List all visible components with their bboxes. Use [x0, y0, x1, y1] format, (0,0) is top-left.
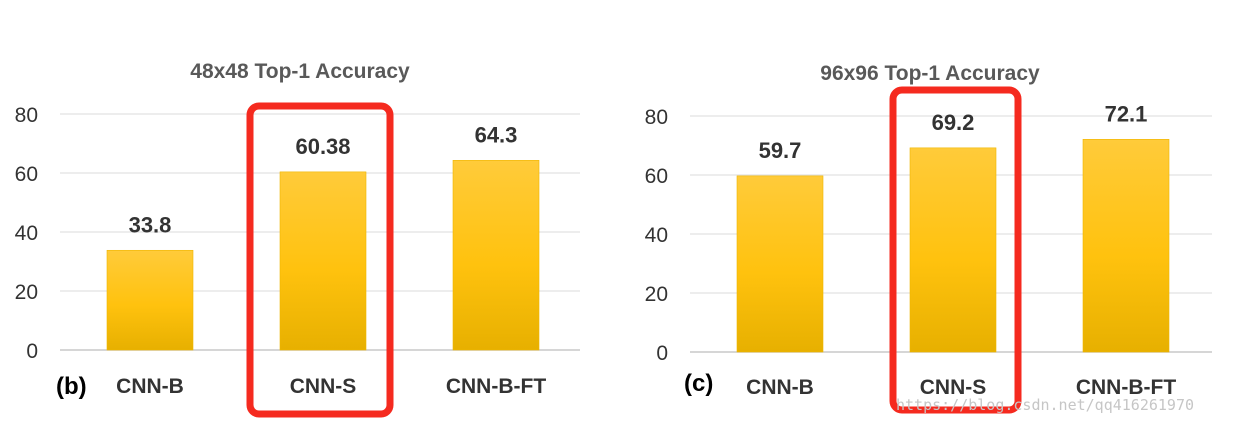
- data-label: 64.3: [475, 122, 518, 147]
- highlight-box: [246, 102, 394, 418]
- watermark-text: https://blog.csdn.net/qq416261970: [896, 396, 1195, 414]
- y-tick-label: 40: [645, 224, 668, 247]
- x-tick-label: CNN-B: [746, 376, 814, 399]
- x-tick-label: CNN-B-FT: [446, 375, 546, 398]
- highlight-box: [889, 86, 1022, 414]
- chart-title: 48x48 Top-1 Accuracy: [190, 60, 410, 83]
- data-label: 59.7: [759, 138, 802, 163]
- y-tick-label: 60: [15, 163, 38, 186]
- bar: [279, 171, 367, 351]
- chart-panel-c: 0 20 40 60 80 96x96 Top-1 Accuracy 59.7 CNN-B 69…: [645, 62, 1212, 414]
- chart-title: 96x96 Top-1 Accuracy: [820, 62, 1040, 85]
- data-label: 33.8: [129, 212, 172, 237]
- y-tick-label: 0: [26, 340, 38, 363]
- y-tick-label: 20: [645, 283, 668, 306]
- x-tick-label: CNN-B-FT: [1076, 376, 1176, 399]
- data-label: 72.1: [1105, 101, 1148, 126]
- y-tick-label: 60: [645, 165, 668, 188]
- y-tick-label: 0: [656, 342, 668, 365]
- x-tick-label: CNN-S: [290, 375, 357, 398]
- y-tick-label: 80: [645, 106, 668, 129]
- chart-panel-b: 0 20 40 60 80 48x48 Top-1 Accuracy 33.8 CNN-B 60…: [15, 60, 580, 418]
- x-tick-label: CNN-B: [116, 375, 184, 398]
- x-tick-label: CNN-S: [920, 376, 987, 399]
- y-tick-label: 80: [15, 104, 38, 127]
- data-label: 69.2: [932, 110, 975, 135]
- panel-label: (c): [684, 370, 713, 397]
- y-tick-label: 20: [15, 281, 38, 304]
- panel-label: (b): [56, 373, 87, 400]
- bar: [736, 175, 824, 353]
- data-label: 60.38: [295, 134, 350, 159]
- bar: [452, 160, 540, 351]
- bar: [909, 147, 997, 353]
- bar: [1082, 139, 1170, 353]
- y-tick-label: 40: [15, 222, 38, 245]
- bar: [106, 249, 194, 351]
